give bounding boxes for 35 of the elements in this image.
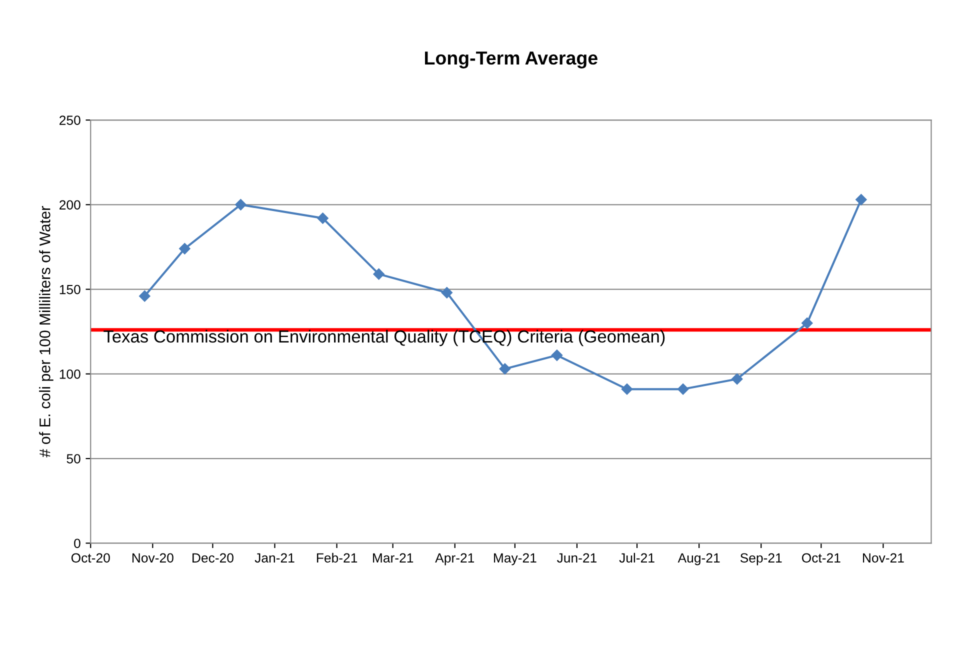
y-axis-title: # of E. coli per 100 Milliliters of Water [39, 206, 54, 458]
point [317, 212, 328, 224]
y-tick-label: 0 [74, 538, 80, 548]
x-tick-label: Feb-21 [316, 552, 358, 563]
point [802, 318, 813, 329]
point [551, 350, 563, 361]
x-tick-label: Apr-21 [435, 553, 474, 566]
y-tick-label: 100 [60, 369, 80, 379]
point [856, 194, 867, 206]
point [499, 363, 511, 374]
x-tick-label: Nov-20 [132, 553, 174, 563]
y-tick-label: 150 [60, 284, 80, 294]
x-tick-label: Jun-21 [557, 553, 596, 563]
point [139, 290, 150, 302]
x-tick-label: Aug-21 [678, 553, 720, 566]
point [441, 287, 452, 298]
point [179, 243, 190, 254]
x-tick-label: Oct-20 [71, 553, 110, 563]
point [235, 199, 246, 210]
point [677, 384, 689, 395]
y-tick-label: 200 [60, 200, 80, 210]
x-tick-label: Jan-21 [254, 553, 294, 563]
x-tick-label: May-21 [494, 553, 536, 566]
x-tick-label: Jul-21 [619, 552, 654, 563]
x-tick-label: Sep-21 [740, 553, 782, 566]
y-tick-label: 50 [66, 454, 80, 464]
point [731, 373, 743, 385]
point [621, 384, 633, 395]
point [373, 268, 384, 280]
x-tick-label: Nov-21 [863, 553, 904, 563]
x-tick-label: Dec-20 [192, 553, 234, 563]
x-tick-label: Mar-21 [373, 553, 414, 563]
x-tick-label: Oct-21 [802, 553, 840, 563]
y-tick-label: 250 [60, 116, 80, 125]
chart-title: Long-Term Average [425, 52, 598, 68]
